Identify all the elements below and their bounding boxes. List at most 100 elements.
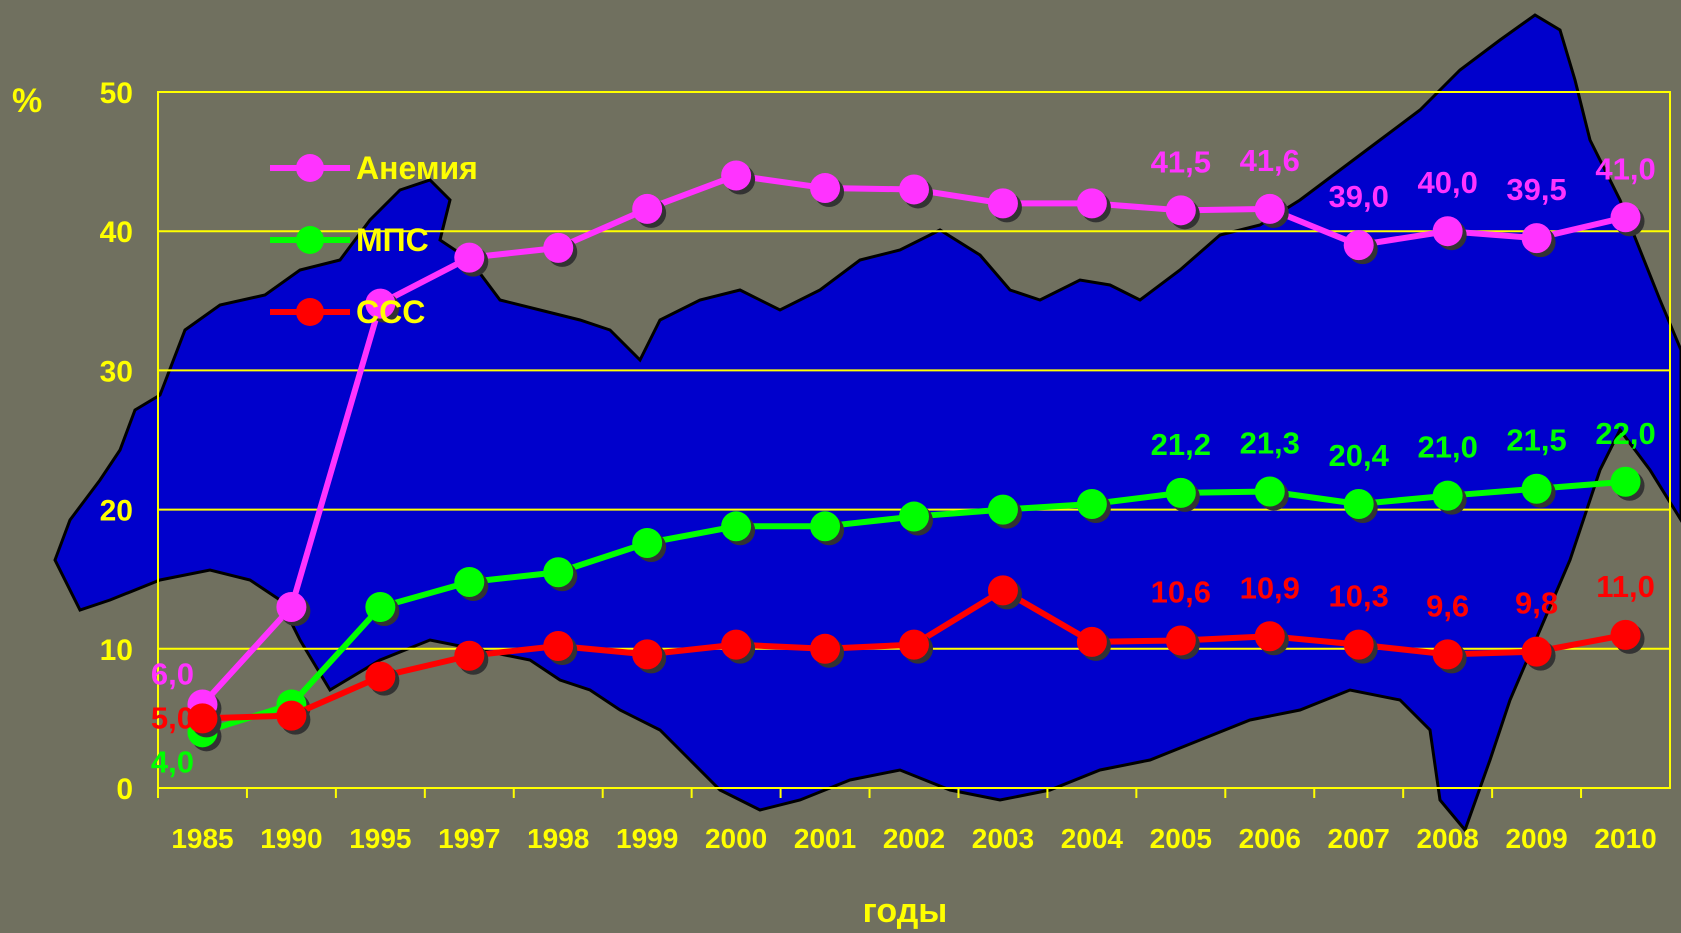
data-point — [1432, 480, 1463, 511]
x-axis-title: годы — [863, 892, 948, 930]
data-label: 21,5 — [1506, 423, 1566, 458]
data-point — [543, 557, 574, 588]
data-point — [1521, 223, 1552, 254]
data-point — [987, 575, 1018, 606]
data-point — [632, 639, 663, 670]
data-point — [365, 592, 396, 623]
data-point — [454, 566, 485, 597]
x-tick-label: 1990 — [260, 823, 322, 854]
data-point — [1343, 489, 1374, 520]
y-tick-label: 20 — [100, 495, 133, 528]
data-point — [1165, 195, 1196, 226]
data-point — [1432, 216, 1463, 247]
x-tick-label: 2008 — [1416, 823, 1478, 854]
data-point — [454, 242, 485, 273]
data-label: 22,0 — [1595, 416, 1655, 451]
y-axis-title: % — [12, 82, 42, 120]
data-point — [632, 528, 663, 559]
data-point — [1165, 477, 1196, 508]
y-tick-label: 0 — [116, 773, 133, 806]
data-point — [454, 640, 485, 671]
data-label: 41,6 — [1240, 143, 1300, 178]
y-tick-label: 10 — [100, 634, 133, 667]
y-tick-label: 50 — [100, 77, 133, 110]
data-point — [543, 631, 574, 662]
data-label: 21,3 — [1240, 426, 1300, 461]
x-tick-label: 2001 — [794, 823, 856, 854]
data-label: 11,0 — [1596, 569, 1655, 604]
data-point — [721, 511, 752, 542]
legend-label: Анемия — [356, 150, 478, 186]
data-label: 5,0 — [151, 700, 194, 735]
data-point — [1521, 473, 1552, 504]
x-tick-label: 1997 — [438, 823, 500, 854]
data-point — [810, 173, 841, 204]
data-label: 41,5 — [1151, 144, 1211, 179]
legend-label: ССС — [356, 294, 425, 330]
data-point — [1343, 629, 1374, 660]
x-tick-label: 2004 — [1061, 823, 1124, 854]
data-point — [1610, 619, 1641, 650]
data-point — [1343, 230, 1374, 261]
x-tick-label: 1985 — [171, 823, 233, 854]
data-point — [1610, 466, 1641, 497]
x-tick-label: 1995 — [349, 823, 411, 854]
data-point — [987, 188, 1018, 219]
data-label: 39,5 — [1506, 172, 1566, 207]
data-label: 9,8 — [1515, 586, 1558, 621]
data-point — [1254, 621, 1285, 652]
legend-marker-2 — [296, 298, 324, 326]
x-tick-label: 2002 — [883, 823, 945, 854]
data-point — [187, 703, 218, 734]
data-point — [810, 633, 841, 664]
legend-label: МПС — [356, 222, 429, 258]
data-point — [1076, 489, 1107, 520]
data-label: 6,0 — [151, 656, 194, 691]
data-point — [632, 193, 663, 224]
data-label: 41,0 — [1595, 151, 1655, 186]
data-point — [899, 501, 929, 532]
data-label: 9,6 — [1426, 588, 1469, 623]
y-tick-label: 30 — [100, 355, 133, 388]
data-point — [899, 174, 929, 205]
data-label: 40,0 — [1417, 165, 1477, 200]
data-label: 21,2 — [1151, 427, 1211, 462]
data-point — [721, 160, 752, 191]
data-point — [276, 592, 307, 623]
data-point — [1076, 626, 1107, 657]
x-tick-label: 2010 — [1594, 823, 1656, 854]
x-tick-label: 2000 — [705, 823, 767, 854]
data-point — [276, 700, 307, 731]
data-label: 20,4 — [1329, 438, 1390, 473]
data-point — [810, 511, 841, 542]
data-label: 39,0 — [1329, 179, 1389, 214]
x-tick-label: 1999 — [616, 823, 678, 854]
x-tick-label: 2009 — [1505, 823, 1567, 854]
data-label: 10,3 — [1329, 579, 1389, 614]
data-point — [721, 629, 752, 660]
data-point — [1521, 636, 1552, 667]
legend-marker-1 — [296, 226, 324, 254]
data-point — [543, 232, 574, 263]
x-tick-label: 2005 — [1150, 823, 1212, 854]
y-tick-label: 40 — [100, 216, 133, 249]
data-point — [1076, 188, 1107, 219]
data-point — [899, 629, 929, 660]
data-label: 10,9 — [1240, 570, 1300, 605]
data-point — [1432, 639, 1463, 670]
x-tick-label: 1998 — [527, 823, 589, 854]
x-tick-label: 2007 — [1328, 823, 1390, 854]
legend-marker-0 — [296, 154, 324, 182]
data-point — [365, 661, 396, 692]
data-point — [1254, 193, 1285, 224]
x-tick-label: 2006 — [1239, 823, 1301, 854]
data-point — [1165, 625, 1196, 656]
data-label: 10,6 — [1151, 574, 1211, 609]
data-point — [365, 288, 396, 319]
data-point — [1254, 476, 1285, 507]
data-label: 4,0 — [151, 744, 194, 779]
data-label: 21,0 — [1417, 430, 1477, 465]
x-tick-label: 2003 — [972, 823, 1034, 854]
